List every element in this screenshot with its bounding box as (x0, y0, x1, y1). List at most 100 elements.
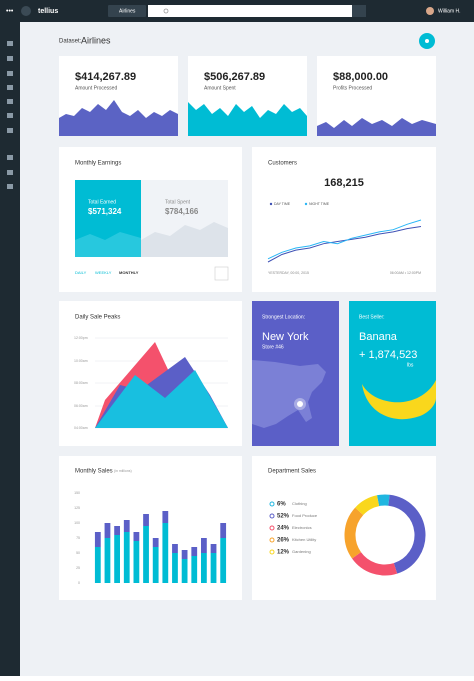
legend-marker (269, 537, 275, 543)
y-tick-label: 125 (74, 506, 80, 510)
bar (201, 538, 207, 553)
panel[interactable] (7, 71, 13, 76)
card-subtitle: (in millions) (114, 469, 132, 473)
location-dot (297, 401, 303, 407)
banana (362, 380, 436, 420)
avatar[interactable] (426, 7, 434, 15)
legend-marker (269, 513, 275, 519)
period-dropdown[interactable] (214, 266, 229, 281)
legend-value: 12% (277, 550, 290, 556)
dataset-select[interactable] (108, 5, 146, 17)
customers-total: 168,215 (324, 177, 364, 189)
legend-value: 26% (277, 538, 290, 544)
logo-mark (21, 6, 31, 16)
card-title: Daily Sale Peaks (75, 315, 120, 321)
y-label: 04:00am (74, 426, 88, 430)
panel[interactable] (7, 155, 13, 160)
bar (152, 547, 159, 583)
spent-label: Total Spent (165, 199, 191, 205)
bar (123, 520, 130, 532)
legend-marker (269, 202, 273, 206)
panel[interactable] (7, 85, 13, 90)
spent-value: $784,166 (165, 207, 199, 216)
bar (162, 511, 169, 523)
card-title: Monthly Sales (75, 469, 113, 475)
panel[interactable] (7, 184, 13, 189)
bar (201, 553, 207, 583)
bar (172, 553, 178, 583)
bar (123, 532, 130, 583)
y-label: 10:00am (74, 359, 88, 363)
user-name[interactable]: William H. (438, 8, 461, 14)
bar (143, 526, 149, 583)
panel[interactable] (7, 113, 13, 118)
bar (104, 538, 111, 583)
tab[interactable]: WEEKLY (95, 270, 112, 275)
tab[interactable]: MONTHLY (119, 270, 139, 275)
sidebar-icons[interactable] (7, 41, 13, 189)
legend-value: 6% (277, 502, 286, 508)
x-label: YESTERDAY, 00:00, 2015 (268, 271, 309, 275)
stat-label: Profits Processed (333, 85, 372, 91)
line (267, 219, 422, 260)
bar (152, 538, 159, 547)
panel[interactable] (7, 99, 13, 104)
donut-segment (388, 494, 426, 574)
city: New York (262, 331, 309, 343)
stat-cards (59, 56, 436, 136)
card-title: Strongest Location: (262, 314, 305, 320)
peak-area (95, 370, 228, 428)
unit: lbs (407, 362, 414, 368)
legend-label: Kitchen Utility (292, 537, 316, 542)
stat-value: $414,267.89 (75, 71, 136, 83)
legend-label: Food Produce (292, 513, 318, 518)
bar (114, 535, 120, 583)
legend-marker (269, 501, 275, 507)
y-tick-label: 100 (74, 521, 80, 525)
product: Banana (359, 331, 398, 343)
legend-marker (269, 525, 275, 531)
search-box[interactable] (148, 5, 352, 17)
filter-button[interactable] (352, 5, 366, 17)
bar (133, 532, 140, 541)
shape (59, 100, 178, 136)
legend-label: Clothing (292, 501, 307, 506)
earned-label: Total Earned (88, 199, 116, 205)
bar (181, 550, 188, 559)
panel[interactable] (7, 128, 13, 133)
earned-value: $571,324 (88, 207, 122, 216)
best-seller-card (349, 301, 436, 446)
legend-label: Gardening (292, 549, 311, 554)
y-label: 08:00am (74, 381, 88, 385)
bar (191, 547, 198, 556)
panel[interactable] (7, 170, 13, 175)
y-tick-label: 50 (76, 551, 80, 555)
search-icon (163, 8, 169, 14)
department-card (252, 456, 436, 600)
card-title: Best Seller: (359, 314, 385, 320)
line (267, 225, 422, 263)
stat-value: $506,267.89 (204, 71, 265, 83)
legend-value: 52% (277, 514, 290, 520)
y-tick-label: 25 (76, 566, 80, 570)
bar (162, 523, 169, 583)
y-label: 12:00pm (74, 336, 88, 340)
settings-icon (425, 39, 429, 43)
tab[interactable]: DAILY (75, 270, 87, 275)
bar (94, 532, 101, 547)
y-tick-label: 75 (76, 536, 80, 540)
earned-area (75, 232, 141, 257)
legend-marker (269, 549, 275, 555)
panel[interactable] (7, 56, 13, 61)
card-title: Department Sales (268, 469, 316, 475)
dataset-select-label[interactable]: Airlines (119, 8, 136, 14)
panel[interactable] (7, 41, 13, 46)
spent-area (141, 222, 228, 257)
legend-value: 24% (277, 526, 290, 532)
menu-dots[interactable]: ••• (6, 8, 14, 15)
card-title: Customers (268, 161, 297, 167)
bar (220, 538, 227, 583)
store: Store #46 (262, 344, 284, 350)
bar (133, 541, 140, 583)
